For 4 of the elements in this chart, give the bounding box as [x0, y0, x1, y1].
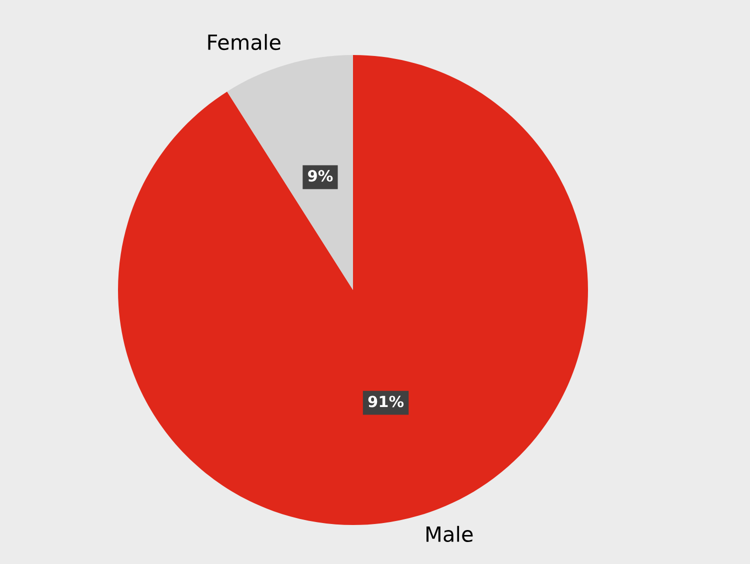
- data-label: 91%: [368, 396, 404, 408]
- data-label: 9%: [308, 170, 333, 182]
- slice-label: Female: [208, 34, 280, 50]
- slice-label: Male: [426, 526, 473, 542]
